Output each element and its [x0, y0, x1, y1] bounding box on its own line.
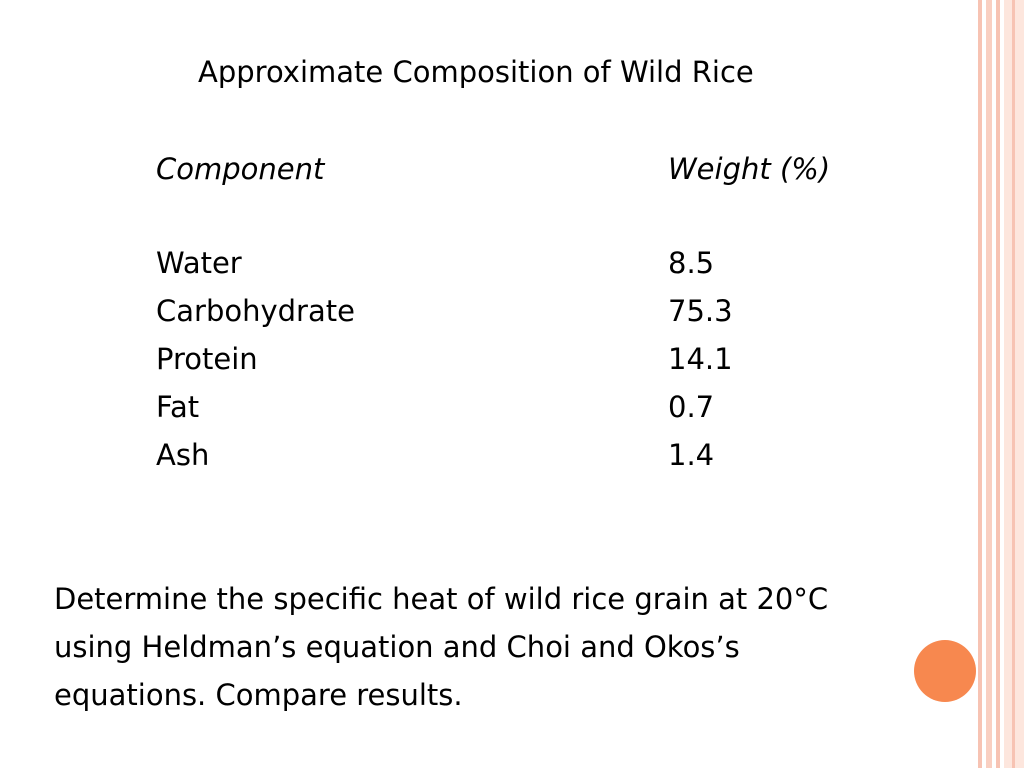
header-cell: Component [156, 152, 325, 186]
border-stripe [978, 0, 982, 768]
table-cell: Water [156, 246, 242, 280]
orange-circle [914, 640, 976, 702]
table-cell: Fat [156, 390, 200, 424]
table-cell: 8.5 [668, 246, 715, 280]
table-cell: Protein [156, 342, 258, 376]
table-cell: Carbohydrate [156, 294, 355, 328]
body-line: Determine the specific heat of wild rice… [54, 582, 829, 616]
body-line: using Heldman’s equation and Choi and Ok… [54, 630, 740, 664]
title: Approximate Composition of Wild Rice [198, 55, 754, 89]
table-cell: 1.4 [668, 438, 715, 472]
table-cell: 75.3 [668, 294, 733, 328]
border-stripe [1012, 0, 1015, 768]
table-cell: 0.7 [668, 390, 715, 424]
table-cell: 14.1 [668, 342, 733, 376]
table-cell: Ash [156, 438, 210, 472]
border-stripe [996, 0, 1000, 768]
body-line: equations. Compare results. [54, 678, 463, 712]
header-cell: Weight (%) [668, 152, 831, 186]
border-stripe [986, 0, 992, 768]
